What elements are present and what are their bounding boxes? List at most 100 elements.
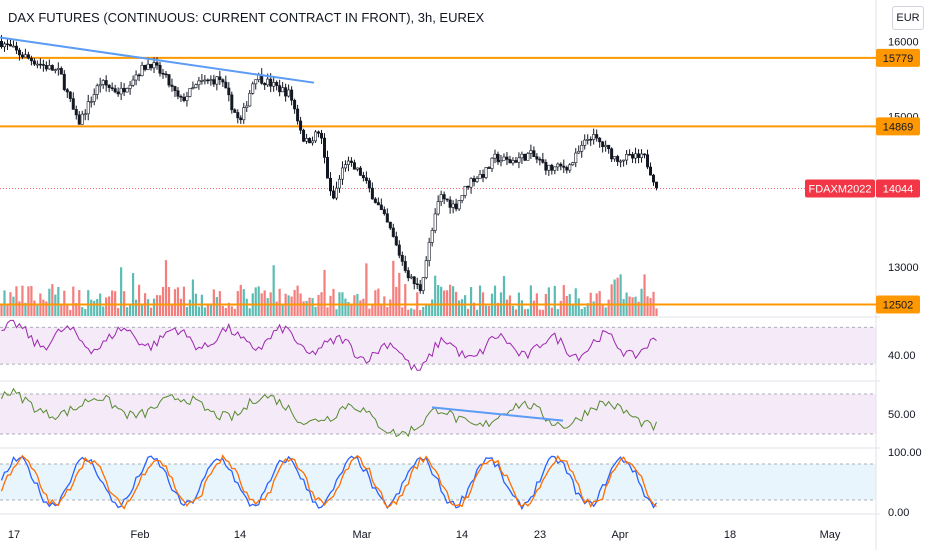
candle-body: [337, 178, 341, 189]
candle-body: [206, 79, 210, 82]
candle-body: [143, 64, 147, 70]
volume-bar: [329, 295, 332, 316]
volume-bar: [565, 295, 568, 316]
volume-bar: [413, 309, 416, 316]
candle-body: [460, 195, 464, 201]
candle-body: [326, 157, 330, 179]
candle-body: [191, 87, 195, 89]
candle-body: [463, 185, 467, 196]
volume-bar: [155, 295, 159, 316]
volume-bar: [134, 299, 138, 316]
volume-bar: [3, 290, 6, 316]
volume-bar: [493, 285, 497, 316]
volume-bar: [634, 296, 637, 316]
candle-body: [323, 137, 327, 158]
x-tick-label: 14: [234, 529, 246, 541]
candle-body: [568, 164, 572, 171]
candle-body: [394, 236, 398, 246]
volume-bar: [604, 307, 607, 316]
volume-bar: [6, 303, 9, 316]
volume-bar: [484, 305, 488, 316]
volume-bar: [496, 302, 500, 316]
candle-body: [649, 166, 653, 176]
volume-bar: [547, 287, 550, 316]
volume-bar: [129, 305, 132, 316]
volume-bar: [529, 285, 532, 316]
candle-body: [616, 156, 620, 162]
candle-body: [218, 76, 222, 80]
volume-bar: [105, 297, 108, 316]
volume-bar: [574, 288, 577, 316]
volume-bar: [140, 304, 144, 316]
volume-bar: [643, 274, 646, 316]
candle-body: [427, 242, 431, 261]
candle-body: [125, 88, 129, 93]
volume-bar: [69, 309, 72, 316]
volume-bar: [365, 263, 368, 316]
rsi-band: [0, 327, 876, 365]
volume-bar: [311, 298, 314, 316]
rsi-tick-label: 40.00: [888, 350, 916, 362]
volume-bar: [36, 303, 39, 316]
volume-bar: [541, 309, 544, 316]
candle-body: [634, 153, 638, 159]
volume-bar: [18, 301, 21, 316]
candle-body: [71, 98, 75, 110]
volume-bar: [57, 286, 60, 316]
candle-body: [550, 164, 554, 171]
candle-body: [502, 156, 506, 161]
volume-bar: [607, 299, 610, 316]
volume-bar: [131, 273, 135, 316]
volume-bar: [383, 296, 386, 316]
volume-bar: [15, 286, 18, 316]
trendline: [0, 36, 315, 84]
candle-body: [412, 276, 416, 285]
candle-body: [173, 86, 177, 92]
candle-body: [604, 144, 608, 148]
candle-body: [421, 277, 425, 291]
candle-body: [35, 63, 39, 66]
candle-body: [116, 91, 120, 95]
candle-body: [263, 83, 267, 86]
volume-bar: [562, 285, 565, 316]
candle-body: [613, 156, 617, 160]
candle-body: [379, 204, 383, 210]
candle-body: [370, 187, 374, 200]
candle-body: [445, 198, 449, 201]
candle-body: [266, 78, 270, 86]
volume-bar: [631, 297, 634, 316]
candle-body: [628, 153, 632, 156]
volume-bar: [452, 286, 455, 316]
level-label: 15779: [883, 53, 914, 65]
candle-body: [367, 180, 371, 189]
candle-body: [77, 114, 81, 125]
candle-body: [346, 160, 350, 165]
currency-button[interactable]: EUR: [892, 6, 924, 30]
volume-bar: [649, 298, 652, 316]
volume-bar: [571, 303, 574, 316]
volume-bar: [437, 285, 440, 316]
candle-body: [541, 159, 545, 163]
candle-body: [2, 43, 6, 48]
candle-body: [409, 276, 413, 279]
candle-body: [167, 74, 171, 86]
volume-bar: [275, 301, 278, 316]
volume-bar: [182, 286, 186, 316]
candle-body: [305, 138, 309, 142]
stoch-tick-label: 100.00: [888, 447, 922, 459]
volume-bar: [218, 291, 221, 316]
candle-body: [574, 152, 578, 163]
volume-bar: [206, 303, 209, 316]
candle-body: [74, 109, 78, 116]
candle-body: [544, 162, 548, 171]
volume-bar: [460, 299, 464, 316]
candle-body: [272, 82, 276, 87]
candle-body: [317, 131, 321, 134]
candle-body: [212, 79, 216, 85]
volume-bar: [505, 299, 509, 316]
candle-body: [302, 129, 306, 142]
candle-body: [508, 159, 512, 164]
candle-body: [436, 201, 440, 215]
volume-bar: [598, 291, 601, 316]
